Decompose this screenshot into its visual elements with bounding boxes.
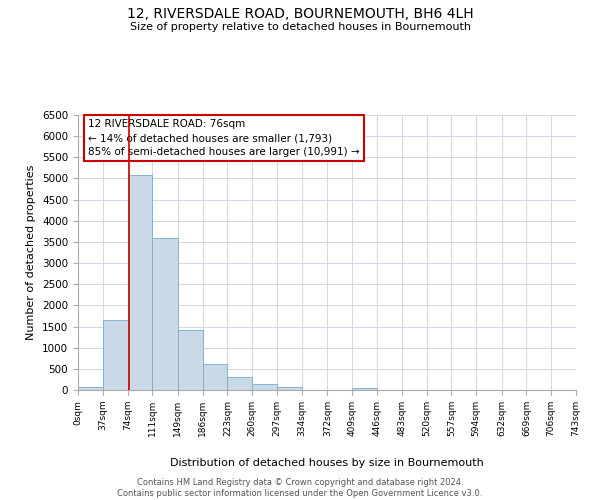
Text: 12 RIVERSDALE ROAD: 76sqm
← 14% of detached houses are smaller (1,793)
85% of se: 12 RIVERSDALE ROAD: 76sqm ← 14% of detac… bbox=[88, 119, 359, 157]
Text: Distribution of detached houses by size in Bournemouth: Distribution of detached houses by size … bbox=[170, 458, 484, 468]
Y-axis label: Number of detached properties: Number of detached properties bbox=[26, 165, 37, 340]
Bar bbox=[252, 384, 277, 390]
Text: Size of property relative to detached houses in Bournemouth: Size of property relative to detached ho… bbox=[130, 22, 470, 32]
Bar bbox=[277, 387, 302, 390]
Bar bbox=[178, 330, 203, 390]
Bar bbox=[352, 388, 377, 390]
Text: Contains HM Land Registry data © Crown copyright and database right 2024.
Contai: Contains HM Land Registry data © Crown c… bbox=[118, 478, 482, 498]
Bar bbox=[227, 377, 252, 390]
Bar bbox=[203, 364, 227, 390]
Bar bbox=[103, 320, 128, 390]
Bar bbox=[128, 175, 152, 390]
Bar bbox=[152, 238, 178, 390]
Text: 12, RIVERSDALE ROAD, BOURNEMOUTH, BH6 4LH: 12, RIVERSDALE ROAD, BOURNEMOUTH, BH6 4L… bbox=[127, 8, 473, 22]
Bar bbox=[78, 388, 103, 390]
